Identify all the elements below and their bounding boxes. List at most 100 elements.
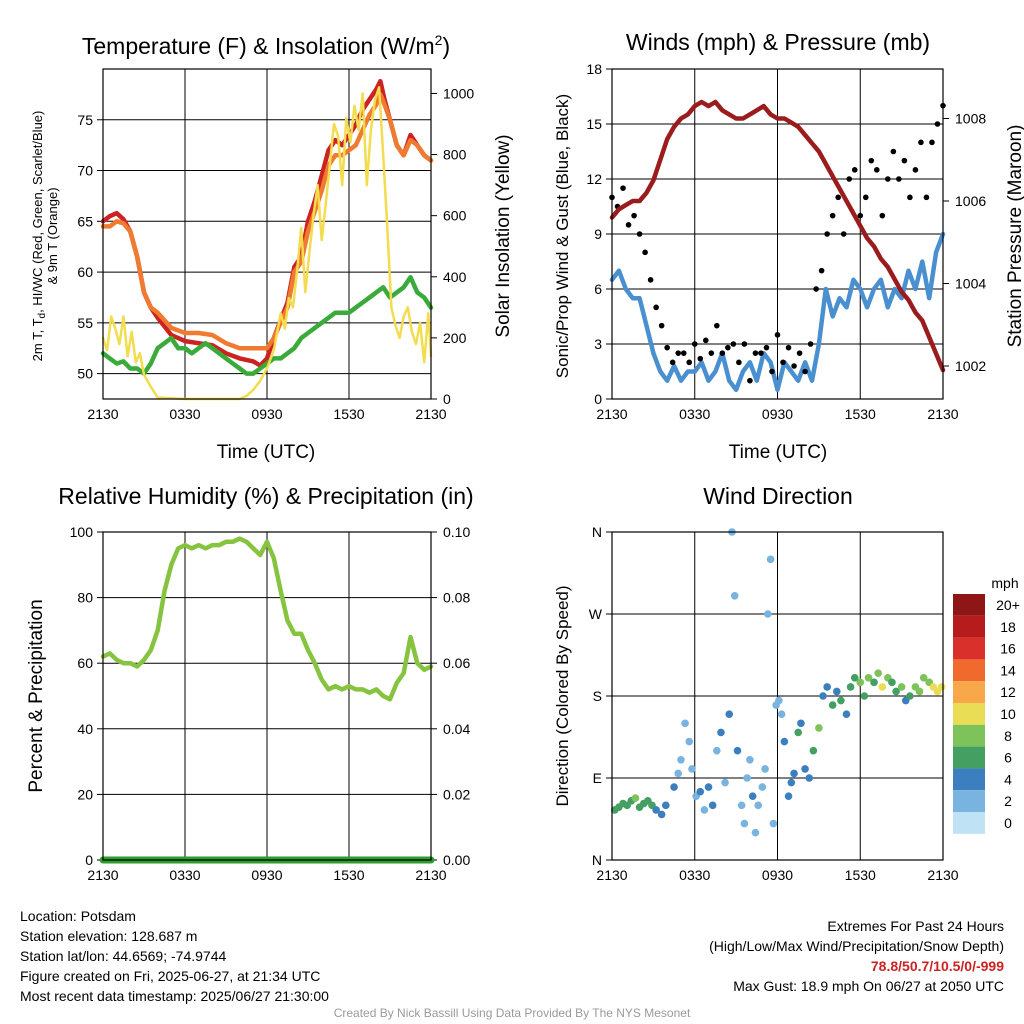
direction-point (631, 794, 640, 802)
direction-point (850, 673, 859, 682)
right-tick-label: 600 (443, 208, 467, 224)
gust-point (725, 344, 731, 351)
direction-point (766, 555, 775, 564)
gust-point (769, 368, 775, 375)
direction-point (688, 765, 696, 773)
gust-point (752, 350, 759, 356)
gust-point (763, 344, 770, 351)
direction-point (864, 673, 873, 682)
direction-point (787, 778, 796, 787)
y-tick-label: 15 (586, 116, 602, 132)
y-tick-label: 60 (77, 264, 93, 280)
right-tick-label: 200 (443, 330, 467, 346)
x-tick-label: 1530 (845, 867, 876, 883)
direction-point (708, 801, 717, 810)
y-tick-label: 18 (586, 61, 602, 77)
colorbar-label: 12 (1000, 684, 1016, 700)
gust-series (609, 102, 946, 384)
y-tick-label: 50 (77, 366, 93, 382)
extremes-info: Extremes For Past 24 Hours (High/Low/Max… (709, 916, 1004, 996)
direction-point (748, 792, 757, 801)
station-elevation: Station elevation: 128.687 m (20, 928, 198, 944)
gust-point (824, 231, 830, 237)
y-tick-label: 20 (77, 786, 93, 802)
direction-point (777, 710, 786, 719)
humidity-left-y-label: Percent & Precipitation (26, 599, 47, 792)
direction-point (790, 769, 798, 778)
gust-point (851, 167, 858, 173)
speed-colorbar: mph 20+ 18 16 14 12 10 8 6 4 2 0 (953, 575, 1020, 834)
gust-point (708, 350, 715, 356)
colorbar-swatch (953, 790, 985, 812)
direction-point (740, 819, 749, 828)
gust-point (758, 350, 764, 356)
direction-point (661, 801, 670, 810)
gust-point (879, 212, 886, 219)
gust-point (747, 377, 753, 384)
gust-point (780, 359, 786, 366)
gust-point (840, 231, 847, 237)
gust-point (620, 185, 626, 191)
direction-point (919, 673, 928, 682)
right-tick-label: 0.02 (443, 786, 470, 802)
recent-data-timestamp: Most recent data timestamp: 2025/06/27 2… (20, 988, 329, 1004)
x-tick-label: 0930 (762, 406, 793, 422)
gust-point (791, 363, 797, 369)
x-tick-label: 2130 (87, 867, 118, 883)
direction-point (856, 678, 865, 687)
direction-point (833, 687, 841, 696)
right-tick-label: 1008 (955, 111, 986, 127)
station-location: Location: Potsdam (20, 908, 136, 924)
relative-humidity-line (100, 536, 434, 702)
right-tick-label: 400 (443, 269, 467, 285)
gust-point (818, 267, 825, 274)
direction-point (721, 778, 729, 787)
gust-point (885, 176, 891, 182)
direction-point (837, 696, 845, 705)
colorbar-label: 20+ (996, 597, 1020, 613)
colorbar-swatch (953, 659, 985, 682)
direction-point (915, 687, 924, 696)
gust-point (829, 212, 836, 219)
x-tick-label: 0330 (169, 406, 200, 422)
direction-point (878, 683, 887, 691)
x-tick-label: 1530 (333, 867, 364, 883)
colorbar-title: mph (991, 575, 1018, 591)
direction-point (828, 701, 837, 709)
direction-point (775, 696, 783, 705)
direction-point (842, 710, 851, 719)
y-tick-label: 80 (77, 590, 93, 606)
direction-point (677, 755, 685, 764)
x-tick-label: 2130 (415, 406, 446, 422)
humidity-panel: Relative Humidity (%) & Precipitation (i… (26, 483, 474, 883)
gust-point (896, 176, 902, 182)
gust-point (862, 194, 869, 201)
gust-point (636, 231, 643, 237)
y-tick-label: 75 (77, 112, 93, 128)
direction-point (937, 683, 946, 691)
direction-point (704, 783, 713, 791)
x-tick-label: 2130 (927, 867, 958, 883)
wind-direction-chart-title: Wind Direction (703, 483, 853, 509)
y-tick-label: 6 (594, 281, 602, 297)
max-gust: Max Gust: 18.9 mph On 06/27 at 2050 UTC (733, 978, 1004, 994)
right-tick-label: 0.08 (443, 590, 470, 606)
extremes-subtitle: (High/Low/Max Wind/Precipitation/Snow De… (709, 938, 1004, 954)
wind-direction-panel: Wind Direction Direction (Colored By Spe… (553, 483, 1020, 883)
direction-point (780, 737, 789, 746)
gust-point (669, 359, 676, 366)
gust-point (923, 194, 930, 201)
direction-point (670, 783, 678, 791)
x-tick-label: 0330 (679, 406, 710, 422)
direction-point (906, 692, 914, 700)
solar-insolation-line (101, 86, 433, 401)
direction-point (737, 801, 746, 810)
x-tick-label: 1530 (333, 406, 364, 422)
sonic-prop-wind-line (609, 231, 946, 393)
y-tick-label: S (593, 688, 602, 704)
direction-point (823, 683, 831, 691)
direction-point (794, 728, 802, 737)
x-tick-label: 0930 (762, 867, 793, 883)
colorbar-swatch (953, 681, 985, 703)
temperature-x-label: Time (UTC) (217, 442, 316, 463)
